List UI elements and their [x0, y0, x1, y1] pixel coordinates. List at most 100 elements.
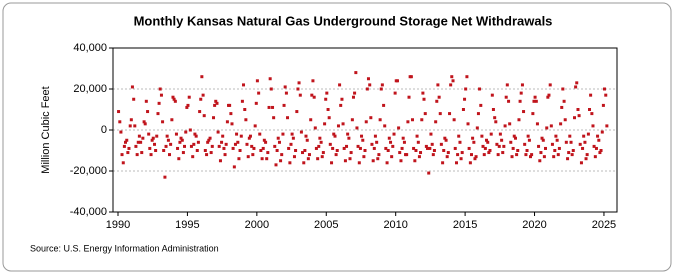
data-point [356, 144, 360, 148]
data-point [331, 146, 335, 150]
data-point [395, 79, 399, 83]
source: Source: U.S. Energy Information Administ… [30, 243, 219, 253]
data-point [466, 122, 470, 126]
data-point [164, 144, 168, 148]
data-point [257, 91, 261, 95]
data-point [312, 95, 316, 99]
data-point [425, 146, 429, 150]
data-point [399, 159, 403, 163]
data-point [231, 146, 235, 150]
data-point [524, 153, 528, 157]
y-tick-label: 0 [101, 124, 107, 136]
data-point [436, 83, 440, 87]
data-point [465, 75, 469, 79]
data-point [125, 138, 129, 142]
x-tick-label: 1995 [175, 219, 199, 231]
data-point [232, 165, 236, 169]
data-point [424, 144, 428, 148]
data-point [443, 136, 447, 140]
x-tick-label: 2015 [453, 219, 477, 231]
data-point [429, 132, 433, 136]
data-point [547, 93, 551, 97]
data-point [578, 142, 582, 146]
data-point [494, 120, 498, 124]
data-point [503, 124, 507, 128]
data-point [419, 151, 423, 155]
data-point [137, 134, 141, 138]
data-point [557, 146, 561, 150]
data-point [515, 153, 519, 157]
data-point [452, 118, 456, 122]
data-point [523, 142, 527, 146]
data-point [169, 142, 173, 146]
data-point [377, 153, 381, 157]
data-point [555, 138, 559, 142]
data-point [446, 151, 450, 155]
data-point [245, 142, 249, 146]
data-point [253, 124, 257, 128]
data-point [550, 142, 554, 146]
data-point [333, 134, 337, 138]
data-point [176, 146, 180, 150]
data-point [136, 140, 140, 144]
data-point [153, 142, 157, 146]
data-point [586, 132, 590, 136]
data-point [508, 122, 512, 126]
data-point [198, 110, 202, 114]
data-point [444, 138, 448, 142]
data-point [585, 153, 589, 157]
data-point [274, 163, 278, 167]
data-point [345, 144, 349, 148]
data-point [458, 140, 462, 144]
data-point [309, 118, 313, 122]
data-point [130, 85, 134, 89]
data-point [314, 146, 318, 150]
data-point [202, 114, 206, 118]
data-point [194, 134, 198, 138]
data-point [445, 155, 449, 159]
y-tick-label: -20,000 [70, 165, 107, 177]
data-point [228, 103, 232, 107]
data-point [413, 159, 417, 163]
data-point [378, 118, 382, 122]
data-point [423, 112, 427, 116]
data-point [292, 155, 296, 159]
data-point [459, 157, 463, 161]
data-point [216, 130, 220, 134]
data-point [191, 155, 195, 159]
data-point [225, 120, 229, 124]
plot-frame [112, 47, 618, 213]
data-point [258, 132, 262, 136]
data-point [529, 155, 533, 159]
data-point [297, 81, 301, 85]
data-point [409, 75, 413, 79]
data-point [543, 146, 547, 150]
data-point [266, 151, 270, 155]
data-point [166, 138, 170, 142]
data-point [170, 118, 174, 122]
data-point [265, 157, 269, 161]
data-point [514, 136, 518, 140]
data-point [533, 95, 537, 99]
data-point [383, 124, 387, 128]
data-point [379, 87, 383, 91]
data-point [174, 132, 178, 136]
data-point [525, 149, 529, 152]
data-point [475, 126, 479, 130]
data-point [482, 153, 486, 157]
data-point [299, 130, 303, 134]
data-point [168, 153, 172, 157]
data-point [391, 144, 395, 148]
data-point [560, 105, 564, 109]
data-point [473, 157, 477, 161]
data-point [605, 124, 609, 128]
data-point [142, 120, 146, 124]
data-point [527, 138, 531, 142]
data-point [414, 149, 418, 152]
data-point [581, 146, 585, 150]
data-point [353, 91, 357, 95]
data-point [302, 161, 306, 165]
data-point [295, 110, 299, 114]
data-point [186, 103, 190, 107]
